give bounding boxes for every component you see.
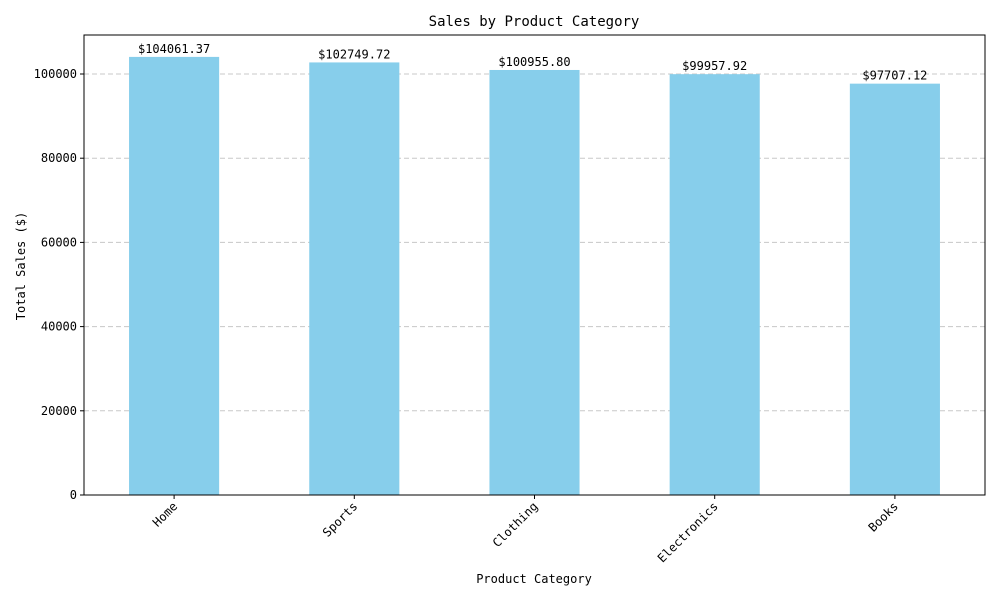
data-labels: $104061.37 $102749.72 $100955.80 $99957.92 $… [138, 42, 927, 83]
bar-sports [309, 62, 400, 495]
y-axis-ticks: 0 20000 40000 60000 80000 100000 [34, 67, 84, 502]
x-tick-label: Sports [320, 499, 361, 540]
y-tick-label: 60000 [41, 235, 77, 249]
y-tick-label: 80000 [41, 151, 77, 165]
bar-value-label: $100955.80 [498, 55, 570, 69]
bar-value-label: $97707.12 [862, 69, 927, 83]
x-tick-label: Home [150, 499, 180, 529]
chart-title: Sales by Product Category [429, 14, 640, 30]
bars [129, 56, 940, 496]
bar-books [849, 83, 940, 496]
y-axis-label: Total Sales ($) [14, 212, 28, 320]
bar-value-label: $104061.37 [138, 42, 210, 56]
x-tick-label: Electronics [655, 499, 721, 565]
bar-value-label: $102749.72 [318, 47, 390, 61]
bar-electronics [669, 74, 760, 496]
x-tick-label: Clothing [490, 499, 541, 550]
x-axis-ticks: Home Sports Clothing Electronics Books [150, 495, 901, 565]
bar-value-label: $99957.92 [682, 59, 747, 73]
bar-home [129, 56, 220, 495]
bar-clothing [489, 69, 580, 495]
y-tick-label: 0 [70, 488, 77, 502]
y-tick-label: 40000 [41, 320, 77, 334]
y-tick-label: 20000 [41, 404, 77, 418]
x-tick-label: Books [866, 499, 901, 534]
x-axis-label: Product Category [476, 572, 592, 586]
y-tick-label: 100000 [34, 67, 77, 81]
